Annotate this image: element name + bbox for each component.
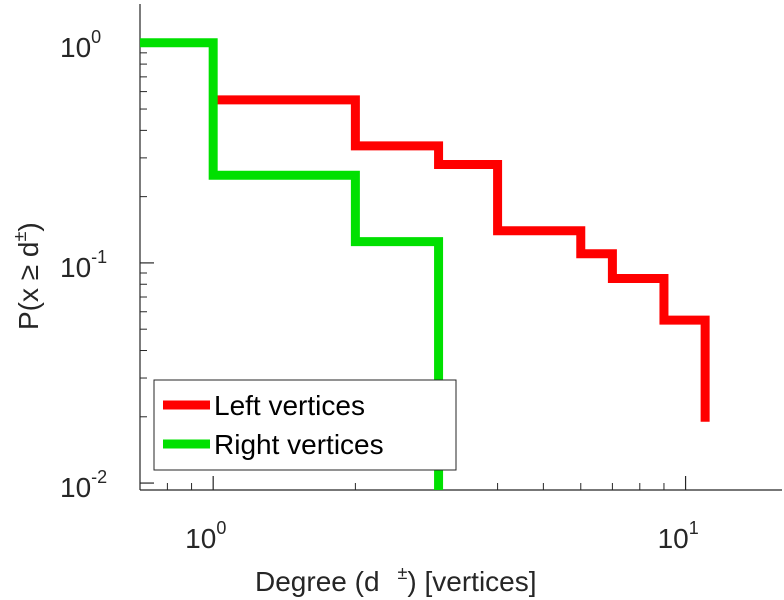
legend: Left vertices Right vertices — [153, 379, 457, 471]
tick-labels: 100 101 100 10-1 10-2 — [60, 27, 699, 554]
x-tick-label: 100 — [185, 518, 226, 554]
y-tick-label: 100 — [60, 27, 101, 63]
series-line-left-vertices — [213, 95, 710, 422]
y-axis-label: P(x ≥ d±) — [10, 222, 44, 330]
legend-label-right-vertices: Right vertices — [214, 429, 384, 460]
x-tick-label: 101 — [658, 518, 699, 554]
y-tick-label: 10-2 — [60, 467, 107, 503]
series-line-right-vertices — [140, 38, 444, 490]
axes-box — [139, 4, 782, 491]
legend-box — [153, 379, 457, 471]
legend-label-left-vertices: Left vertices — [214, 390, 365, 421]
y-tick-label: 10-1 — [60, 247, 107, 283]
x-axis-label: Degree (d ±) [vertices] — [255, 563, 537, 597]
series-layer — [139, 38, 710, 491]
